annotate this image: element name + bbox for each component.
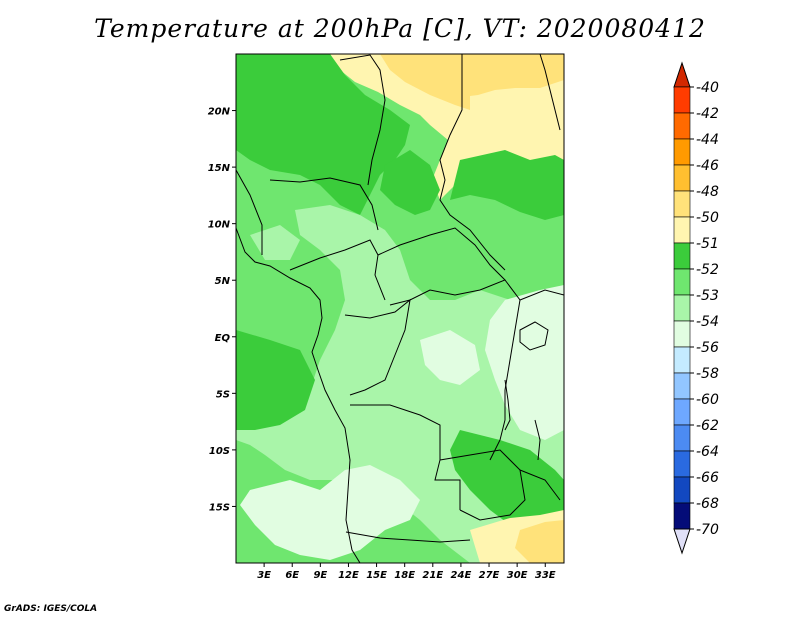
lat-tick-label: 5N: [215, 276, 231, 287]
border-west-africa: [236, 169, 263, 255]
map-frame: [235, 53, 565, 564]
colorbar-swatch: [673, 86, 691, 114]
colorbar-bottom-cap: [673, 528, 691, 555]
coastline-east: [539, 54, 561, 131]
lon-tick-label: 6E: [285, 570, 299, 581]
colorbar-swatch: [673, 346, 691, 374]
colorbar-swatch: [673, 476, 691, 504]
border-mozambique: [519, 469, 561, 501]
lat-tick-label: 15S: [209, 502, 230, 513]
field-region-51-coast: [236, 330, 315, 430]
field-region-54-south: [240, 465, 420, 560]
colorbar-swatch: [673, 268, 691, 296]
border-drc-east: [489, 279, 521, 461]
colorbar-label: -58: [696, 366, 719, 382]
lon-tick-label: 12E: [338, 570, 359, 581]
border-libya-niger: [339, 54, 386, 186]
credit-text: GrADS: IGES/COLA: [4, 604, 98, 614]
colorbar-label: -50: [696, 210, 719, 226]
colorbar-label: -51: [696, 236, 719, 252]
lat-tick-label: EQ: [215, 333, 231, 344]
border-tanzania: [519, 289, 564, 301]
lon-tick-label: 15E: [366, 570, 387, 581]
colorbar-swatch: [673, 138, 691, 166]
colorbar-label: -53: [696, 288, 719, 304]
colorbar-label: -44: [696, 132, 719, 148]
lon-tick-label: 18E: [394, 570, 415, 581]
longitude-axis: 3E 6E 9E 12E 15E 18E 21E 24E 27E 30E 33E: [257, 563, 556, 581]
colorbar-label: -54: [696, 314, 719, 330]
colorbar-swatch: [673, 190, 691, 218]
lat-tick-label: 15N: [208, 163, 231, 174]
colorbar-swatch: [673, 320, 691, 348]
colorbar-label: -48: [696, 184, 719, 200]
coastline-west: [236, 227, 361, 563]
colorbar-swatch: [673, 294, 691, 322]
colorbar-top-cap: [673, 61, 691, 88]
colorbar-label: -40: [696, 80, 719, 96]
field-region-51-east: [450, 150, 564, 220]
field-region-48-south: [515, 520, 564, 563]
border-zambia: [439, 449, 526, 521]
lake-malawi: [534, 419, 541, 461]
lon-tick-label: 27E: [479, 570, 500, 581]
border-congo-drc: [344, 298, 411, 396]
lat-tick-label: 5S: [216, 389, 230, 400]
lat-tick-label: 20N: [208, 107, 231, 118]
colorbar-swatch: [673, 502, 691, 530]
colorbar-swatch: [673, 398, 691, 426]
border-sudan-chad: [439, 54, 506, 271]
colorbar-swatch: [673, 450, 691, 478]
border-angola-north: [350, 404, 461, 510]
border-nigeria-cameroon: [289, 239, 386, 301]
colorbar-label: -60: [696, 392, 719, 408]
map-title: Temperature at 200hPa [C], VT: 202008041…: [94, 14, 706, 43]
colorbar-label: -52: [696, 262, 719, 278]
colorbar-label: -56: [696, 340, 719, 356]
lon-tick-label: 21E: [422, 570, 443, 581]
colorbar-label: -66: [696, 470, 719, 486]
border-car: [377, 227, 506, 306]
colorbar-label: -68: [696, 496, 719, 512]
lon-tick-label: 30E: [507, 570, 528, 581]
latitude-axis: 20N 15N 10N 5N EQ 5S 10S 15S: [208, 107, 236, 513]
field-region-51-se: [450, 430, 564, 530]
lake-victoria: [519, 321, 549, 351]
lake-tanganyika: [504, 379, 511, 431]
border-angola-south: [345, 531, 471, 543]
colorbar-swatch: [673, 424, 691, 452]
colorbar-swatch: [673, 242, 691, 270]
colorbar-label: -62: [696, 418, 719, 434]
colorbar-label: -42: [696, 106, 719, 122]
colorbar-label: -64: [696, 444, 719, 460]
colorbar-label: -46: [696, 158, 719, 174]
lat-tick-label: 10S: [209, 446, 230, 457]
lon-tick-label: 9E: [313, 570, 327, 581]
field-region-51-chad: [380, 150, 440, 215]
lat-tick-label: 10N: [208, 220, 231, 231]
colorbar-swatch: [673, 112, 691, 140]
colorbar: -40 -42 -44 -46 -48 -50 -51 -52 -53 -54 -56 -58 -60 -…: [673, 61, 719, 555]
colorbar-swatch: [673, 216, 691, 244]
lon-tick-label: 33E: [535, 570, 556, 581]
lon-tick-label: 24E: [451, 570, 472, 581]
colorbar-swatch: [673, 372, 691, 400]
field-region-54-congo: [420, 330, 480, 385]
field-region-51-sahel: [236, 54, 410, 215]
lon-tick-label: 3E: [257, 570, 271, 581]
colorbar-swatch: [673, 164, 691, 192]
field-region-48-ne: [470, 54, 564, 96]
field-region-48-north: [380, 54, 470, 110]
border-niger-nigeria: [269, 177, 379, 231]
colorbar-label: -70: [696, 522, 719, 538]
country-borders: [236, 54, 564, 563]
